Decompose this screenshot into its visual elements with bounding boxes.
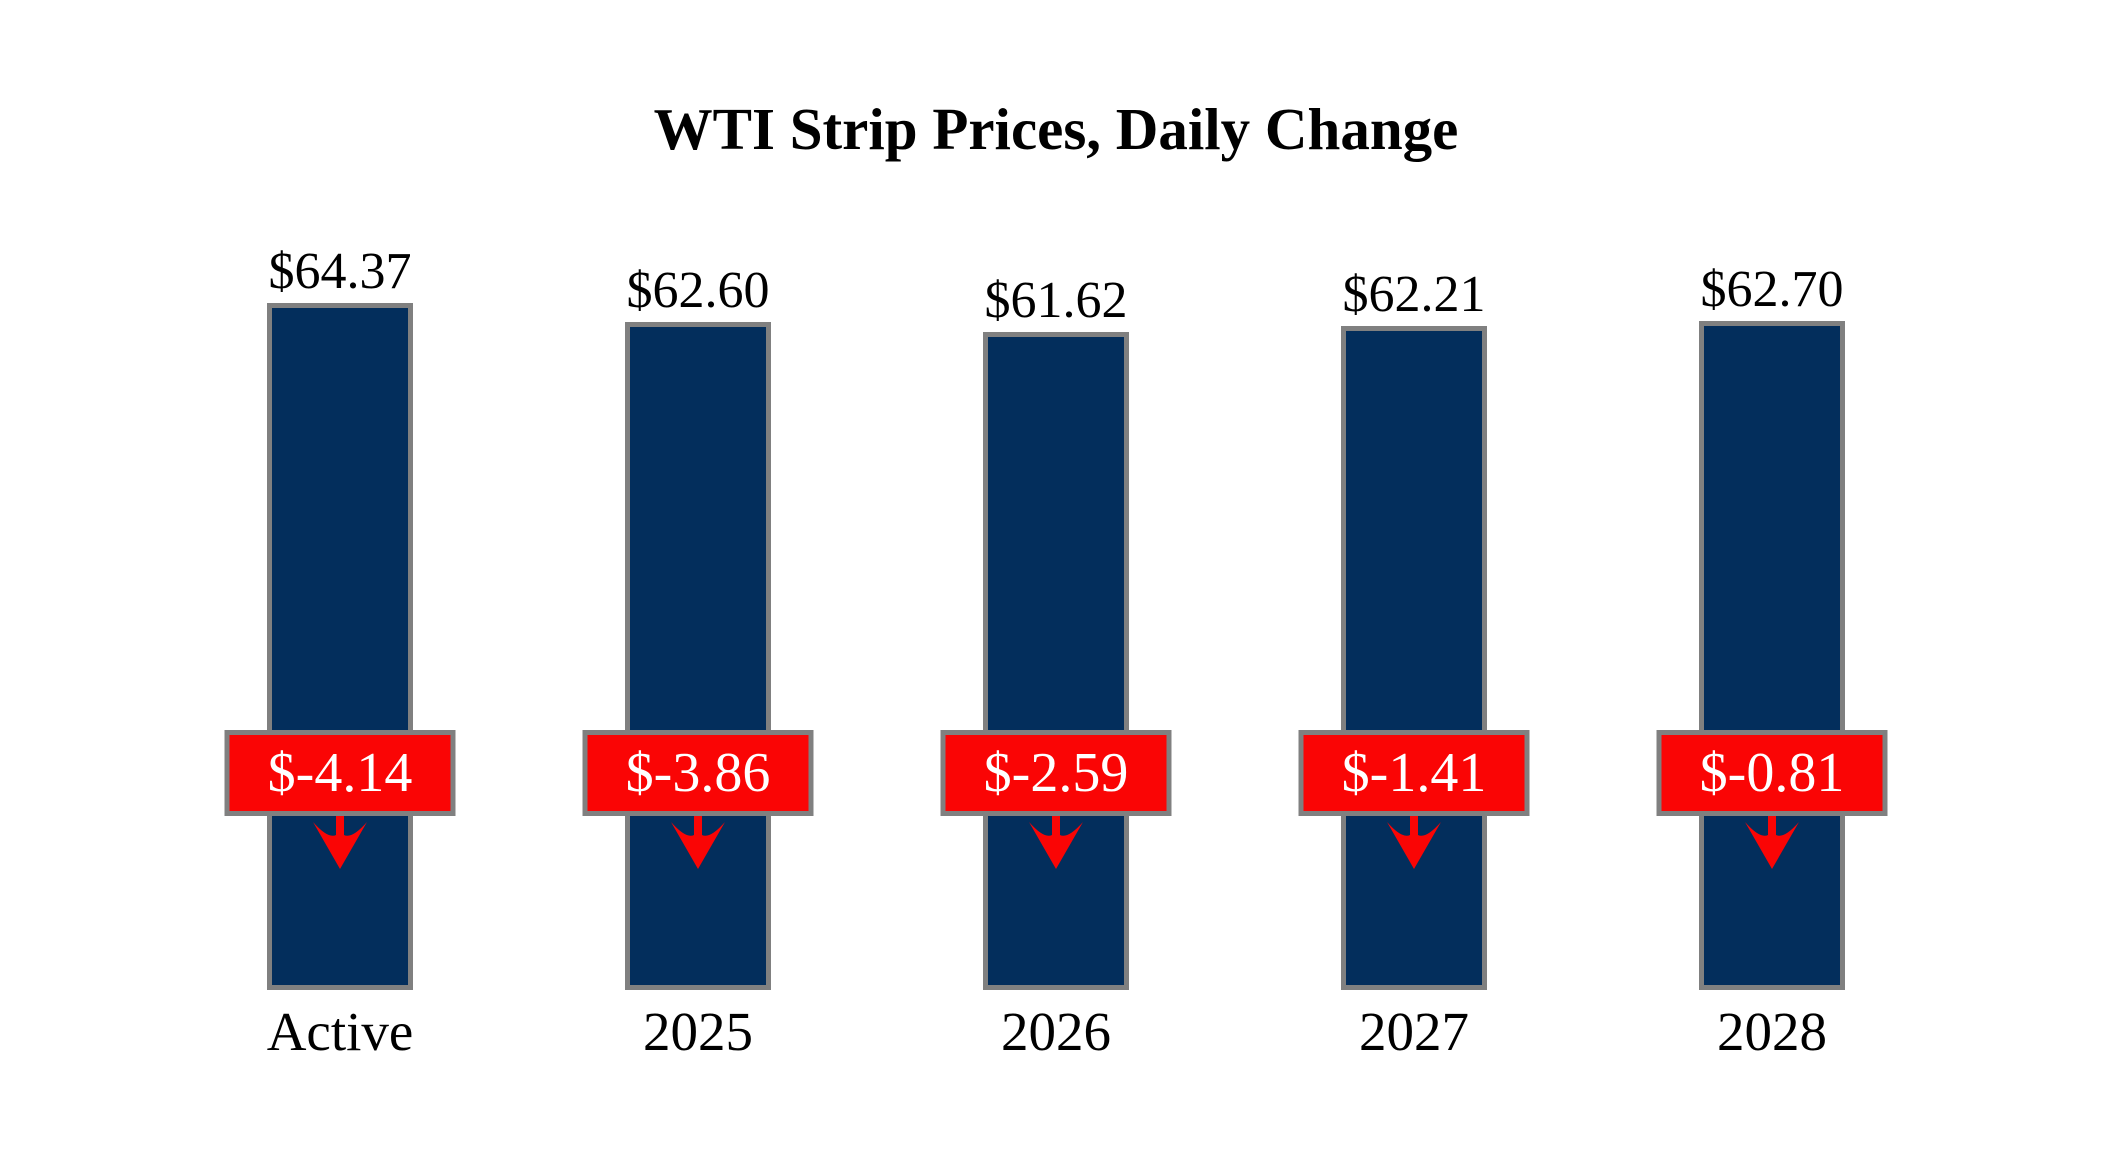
category-label: 2028	[1717, 1001, 1827, 1062]
down-arrow-icon	[1745, 815, 1799, 869]
daily-change-badge: $-4.14	[224, 730, 456, 816]
daily-change-value: $-4.14	[267, 742, 413, 804]
bar-value-label: $62.60	[626, 262, 770, 319]
down-arrow-icon	[313, 815, 367, 869]
daily-change-value: $-0.81	[1699, 742, 1845, 804]
bar	[1699, 321, 1845, 990]
category-label: 2027	[1359, 1001, 1469, 1062]
category-label: 2025	[643, 1001, 753, 1062]
category-label: Active	[266, 1001, 414, 1062]
daily-change-badge: $-3.86	[582, 730, 814, 816]
bar-value-label: $61.62	[984, 272, 1128, 329]
daily-change-badge: $-1.41	[1298, 730, 1530, 816]
down-arrow-icon	[671, 815, 725, 869]
chart-title: WTI Strip Prices, Daily Change	[653, 96, 1459, 162]
bar-value-label: $64.37	[268, 243, 412, 300]
bar	[983, 332, 1129, 990]
daily-change-value: $-3.86	[625, 742, 771, 804]
daily-change-value: $-1.41	[1341, 742, 1487, 804]
daily-change-value: $-2.59	[983, 742, 1129, 804]
bar-group: $64.37 $-4.14 Active	[161, 0, 519, 1152]
down-arrow-icon	[1029, 815, 1083, 869]
bar-group: $62.21 $-1.41 2027	[1235, 0, 1593, 1152]
bar	[267, 303, 413, 990]
daily-change-badge: $-0.81	[1656, 730, 1888, 816]
bar-value-label: $62.70	[1700, 261, 1844, 318]
bar-value-label: $62.21	[1342, 266, 1486, 323]
bar-group: $62.70 $-0.81 2028	[1593, 0, 1951, 1152]
daily-change-badge: $-2.59	[940, 730, 1172, 816]
bar-group: $62.60 $-3.86 2025	[519, 0, 877, 1152]
bar-group: $61.62 $-2.59 2026	[877, 0, 1235, 1152]
category-label: 2026	[1001, 1001, 1111, 1062]
bar	[1341, 326, 1487, 990]
down-arrow-icon	[1387, 815, 1441, 869]
bar	[625, 322, 771, 990]
